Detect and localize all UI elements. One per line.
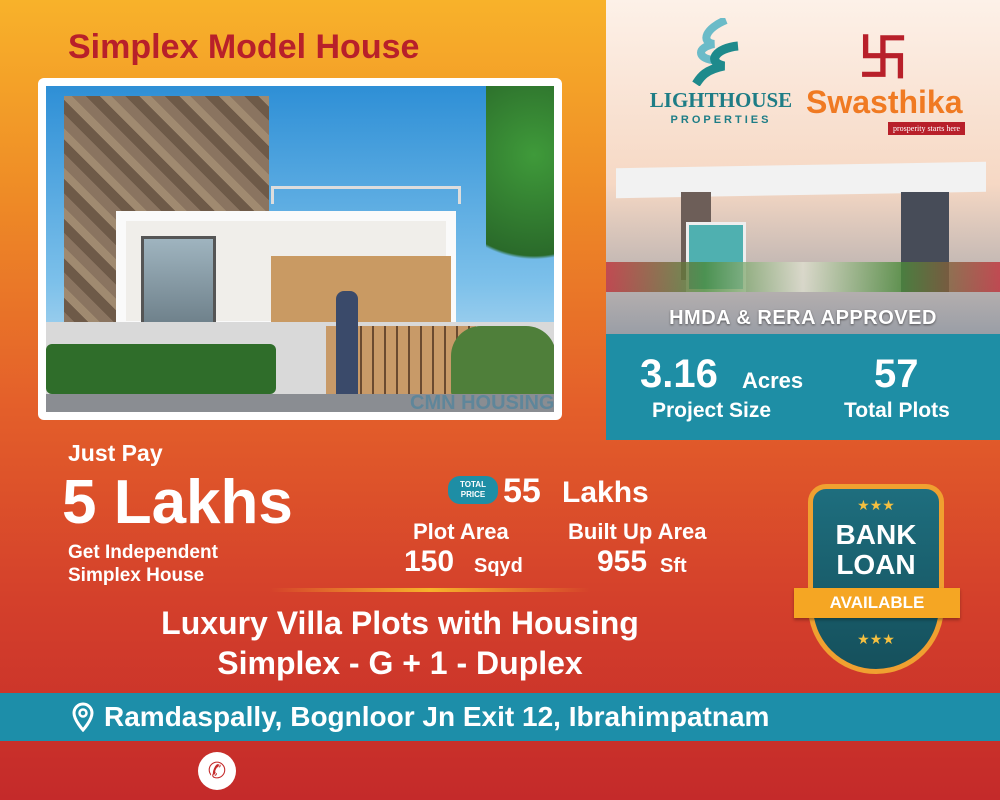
stars-bottom-icon: ★★★ (857, 631, 895, 647)
down-payment-amount: 5 Lakhs (62, 468, 293, 537)
offer-desc-line1: Get Independent (68, 542, 218, 563)
built-up-area-label: Built Up Area (568, 519, 707, 544)
plot-area-unit: Sqyd (474, 555, 523, 577)
total-price-value: 55 (503, 472, 541, 510)
terrace-railing (271, 186, 461, 204)
plot-area-value: 150 (404, 545, 455, 578)
hedge (46, 344, 276, 394)
approval-label: HMDA & RERA APPROVED (669, 307, 937, 329)
bank-loan-text: BANK LOAN (808, 520, 944, 580)
location-bar: Ramdaspally, Bognloor Jn Exit 12, Ibrahi… (0, 693, 1000, 741)
lighthouse-brand: LIGHTHOUSE (649, 88, 793, 112)
house-photo (38, 78, 562, 420)
bank-loan-line1: BANK (835, 519, 917, 550)
total-price-badge: TOTAL PRICE (448, 476, 498, 504)
available-ribbon: AVAILABLE (794, 588, 960, 618)
total-plots-label: Total Plots (844, 399, 950, 422)
headline: Simplex Model House (68, 28, 420, 66)
project-size-label: Project Size (652, 399, 772, 422)
bank-loan-shield (808, 484, 944, 674)
just-pay-label: Just Pay (68, 440, 163, 466)
bushes (451, 326, 554, 396)
project-stats: 3.16 Acres Project Size 57 Total Plots (606, 334, 1000, 440)
total-price-unit: Lakhs (562, 476, 649, 509)
entrance-gate-photo: LIGHTHOUSE PROPERTIES 卐 Swasthika prospe… (606, 0, 1000, 334)
tagline-line1: Luxury Villa Plots with Housing (161, 605, 639, 641)
person (336, 291, 358, 396)
built-up-area-value: 955 (597, 545, 648, 578)
divider (270, 588, 590, 592)
watermark-logo: CMN HOUSING (410, 392, 555, 414)
stars-top-icon: ★★★ (857, 497, 895, 513)
swasthika-brand: Swasthika (806, 84, 963, 120)
badge-line2: PRICE (460, 490, 486, 499)
lighthouse-logo-icon (686, 16, 748, 87)
project-size-unit: Acres (742, 368, 804, 393)
built-up-area-unit: Sft (660, 555, 687, 577)
window (141, 236, 216, 331)
offer-description: Get Independent Simplex House (68, 541, 218, 587)
swastika-logo-icon: 卐 (858, 30, 908, 86)
lighthouse-sub: PROPERTIES (670, 114, 772, 126)
swasthika-tagline: prosperity starts here (888, 122, 966, 135)
project-size-value: 3.16 (640, 352, 718, 396)
flower-beds (606, 262, 1000, 292)
bank-loan-line2: LOAN (836, 549, 916, 580)
plot-area-label: Plot Area (413, 519, 509, 544)
location-pin-icon (72, 702, 94, 732)
tagline-line2: Simplex - G + 1 - Duplex (217, 645, 583, 681)
phone-icon[interactable]: ✆ (198, 752, 236, 790)
total-plots-value: 57 (874, 352, 919, 396)
badge-line1: TOTAL (460, 480, 486, 489)
offer-desc-line2: Simplex House (68, 565, 205, 586)
street (46, 394, 554, 412)
location-text: Ramdaspally, Bognloor Jn Exit 12, Ibrahi… (104, 701, 770, 732)
palm-tree (486, 86, 554, 316)
